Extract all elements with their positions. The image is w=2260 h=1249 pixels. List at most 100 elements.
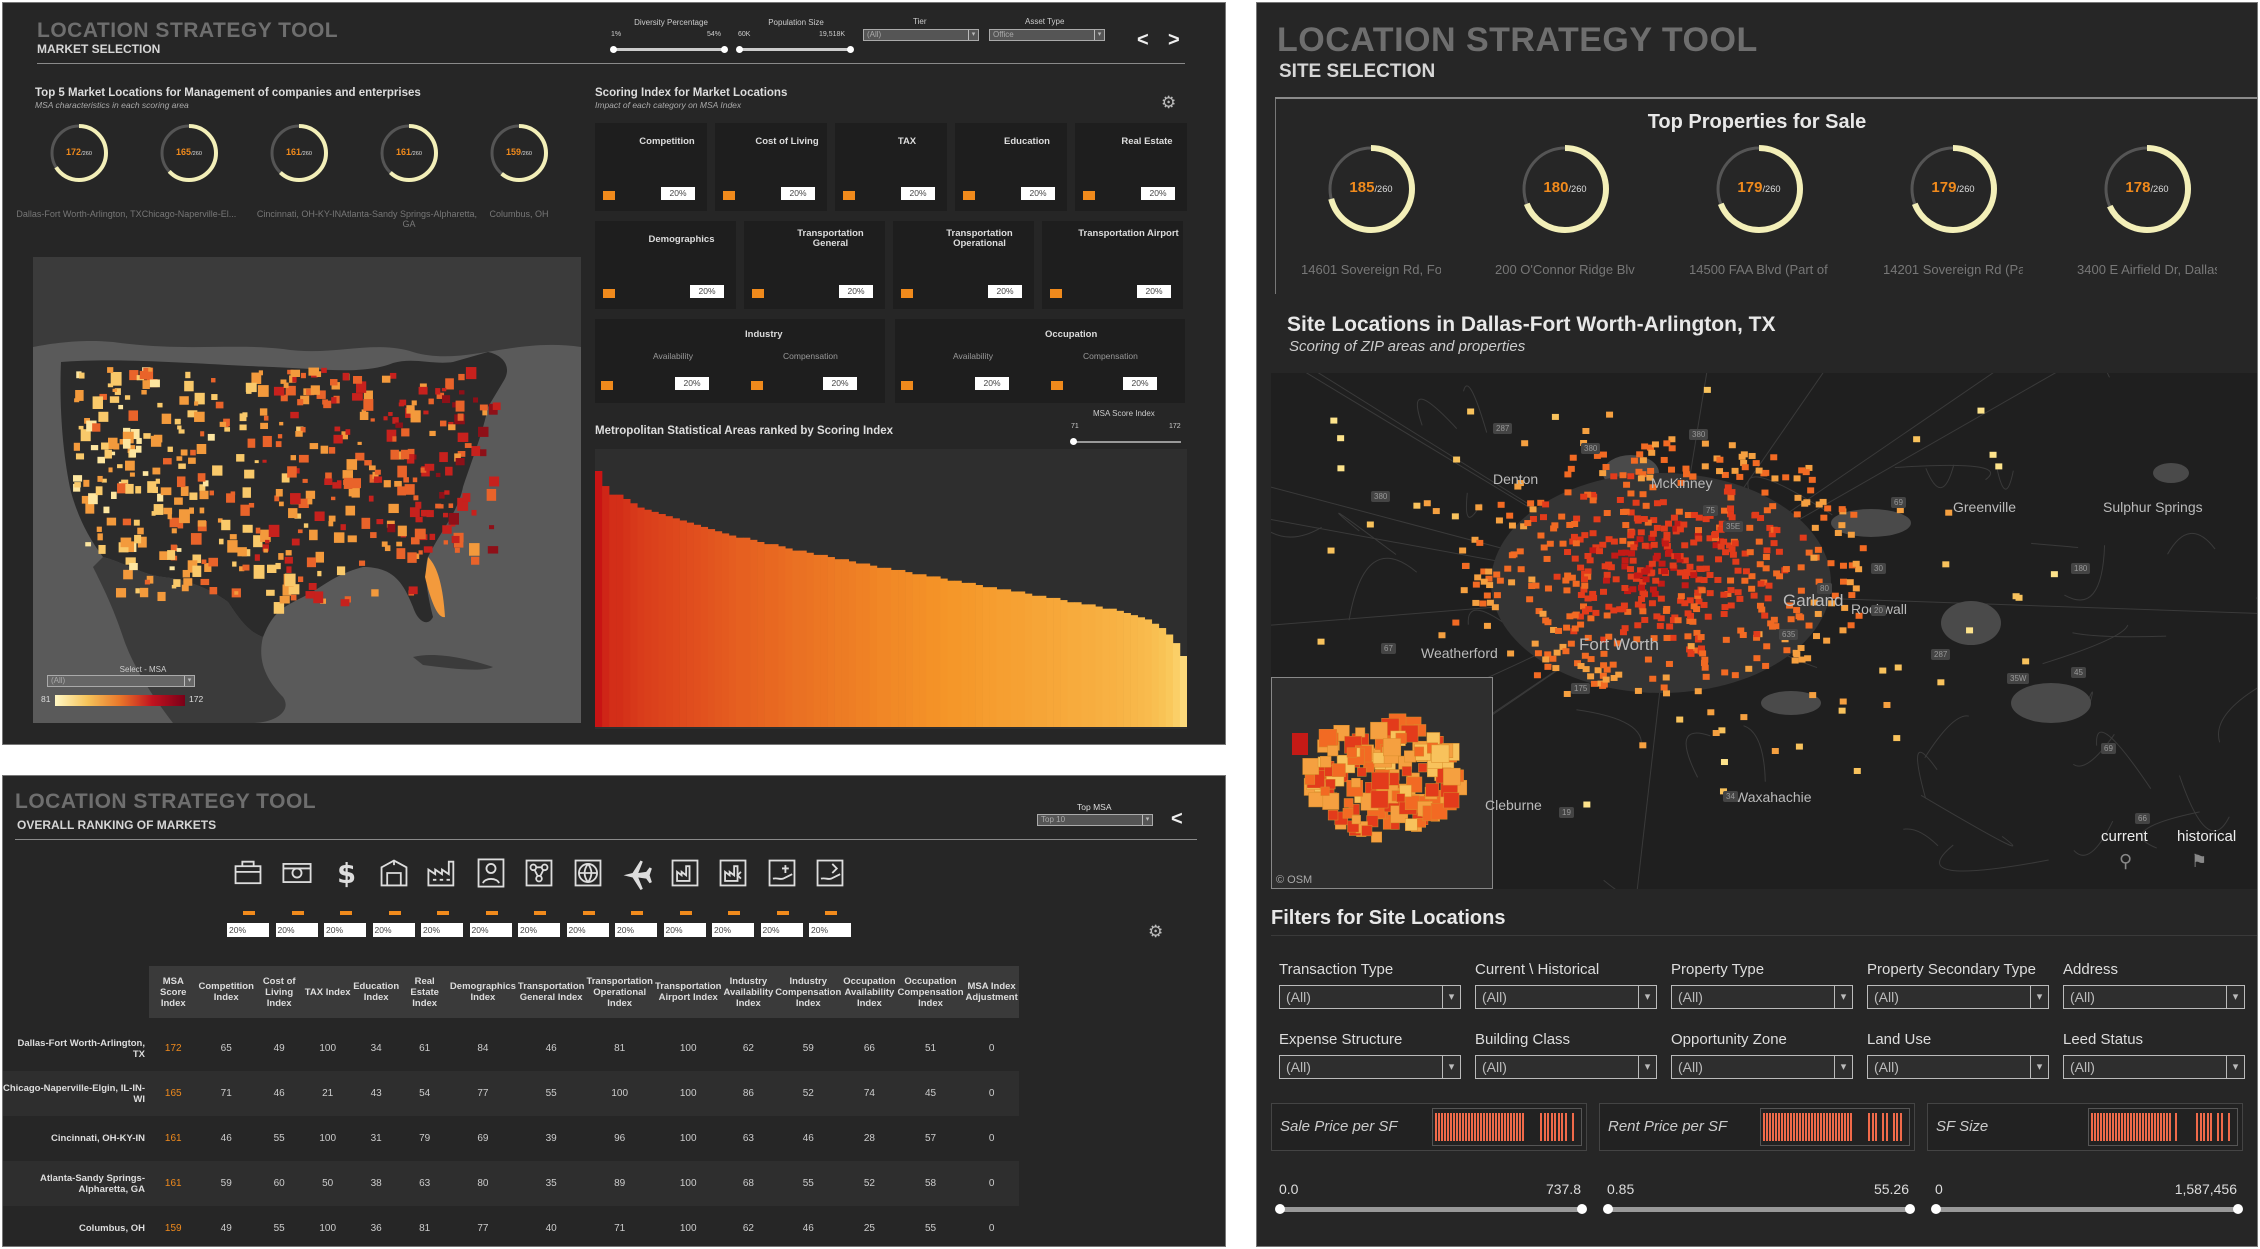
property-marker[interactable] <box>1768 531 1776 538</box>
msa-area[interactable] <box>340 524 346 531</box>
msa-area[interactable] <box>109 396 120 403</box>
property-marker[interactable] <box>1580 493 1588 500</box>
occupation-card[interactable]: Occupation Availability Compensation 20% 20% <box>895 319 1185 403</box>
property-marker[interactable] <box>1793 607 1801 614</box>
property-marker[interactable] <box>1572 580 1580 587</box>
property-marker[interactable] <box>1690 572 1698 579</box>
msa-area[interactable] <box>104 449 112 459</box>
property-marker[interactable] <box>1600 650 1608 657</box>
property-marker[interactable] <box>1649 675 1657 682</box>
bar[interactable] <box>862 563 871 727</box>
property-marker[interactable] <box>1587 673 1595 680</box>
property-marker[interactable] <box>1535 608 1543 615</box>
property-marker[interactable] <box>1639 471 1647 478</box>
ring-label[interactable]: Atlanta-Sandy Springs-Alpharetta, GA <box>340 209 478 229</box>
property-marker[interactable] <box>1694 527 1702 534</box>
category-card[interactable]: Demographics 20% <box>595 221 736 309</box>
property-marker[interactable] <box>1650 635 1658 642</box>
msa-area[interactable] <box>331 382 340 390</box>
property-marker[interactable] <box>1495 517 1503 524</box>
msa-area[interactable] <box>218 538 224 545</box>
slider-handle[interactable] <box>610 46 617 53</box>
property-marker[interactable] <box>1620 602 1628 609</box>
msa-area[interactable] <box>423 410 429 415</box>
bar[interactable] <box>665 516 673 727</box>
msa-area[interactable] <box>448 512 459 525</box>
msa-area[interactable] <box>81 495 92 504</box>
property-marker[interactable] <box>1638 603 1646 610</box>
property-marker[interactable] <box>1651 441 1659 448</box>
property-marker[interactable] <box>1846 579 1854 586</box>
property-marker[interactable] <box>1599 672 1607 679</box>
property-marker[interactable] <box>1758 606 1766 613</box>
bar[interactable] <box>989 587 998 727</box>
property-marker[interactable] <box>1629 557 1637 564</box>
property-marker[interactable] <box>1569 454 1577 461</box>
property-marker[interactable] <box>1615 671 1623 678</box>
msa-area[interactable] <box>300 395 310 405</box>
property-marker[interactable] <box>1782 566 1790 573</box>
msa-area[interactable] <box>277 434 283 439</box>
msa-area[interactable] <box>176 456 183 461</box>
property-marker[interactable] <box>1619 472 1627 479</box>
msa-area[interactable] <box>181 584 189 592</box>
property-marker[interactable] <box>1600 636 1608 643</box>
property-marker[interactable] <box>1549 655 1557 662</box>
msa-area[interactable] <box>268 524 280 538</box>
property-marker[interactable] <box>1491 604 1499 611</box>
msa-area[interactable] <box>381 541 388 547</box>
weight-input[interactable]: 20% <box>823 377 857 390</box>
column-header[interactable]: Industry Compensation Index <box>774 966 843 1018</box>
bar[interactable] <box>609 494 617 727</box>
property-marker[interactable] <box>1653 613 1661 620</box>
msa-area[interactable] <box>315 551 325 563</box>
property-marker[interactable] <box>1638 596 1646 603</box>
property-marker[interactable] <box>1539 610 1547 617</box>
property-marker[interactable] <box>1577 621 1585 628</box>
property-marker[interactable] <box>1720 611 1728 618</box>
filter-select[interactable]: (All) ▾ <box>1475 985 1657 1009</box>
msa-area[interactable] <box>361 517 371 529</box>
property-marker[interactable] <box>1674 520 1682 527</box>
msa-area[interactable] <box>333 532 345 543</box>
property-marker[interactable] <box>1634 601 1642 608</box>
msa-area[interactable] <box>392 417 399 424</box>
property-marker[interactable] <box>1633 636 1641 643</box>
msa-area[interactable] <box>280 394 288 402</box>
msa-area[interactable] <box>278 501 284 507</box>
property-marker[interactable] <box>1724 484 1732 491</box>
property-marker[interactable] <box>1527 500 1535 507</box>
msa-area[interactable] <box>98 411 109 422</box>
property-marker[interactable] <box>1989 451 1997 458</box>
property-marker[interactable] <box>1650 517 1658 524</box>
property-marker[interactable] <box>1773 527 1781 534</box>
bar[interactable] <box>919 574 927 727</box>
msa-area[interactable] <box>92 396 103 409</box>
property-marker[interactable] <box>1736 595 1744 602</box>
property-marker[interactable] <box>1676 569 1684 576</box>
msa-area[interactable] <box>368 465 376 471</box>
property-marker[interactable] <box>1621 625 1629 632</box>
msa-area[interactable] <box>125 460 135 471</box>
property-marker[interactable] <box>1621 557 1629 564</box>
msa-area[interactable] <box>306 557 317 568</box>
property-marker[interactable] <box>1693 629 1701 636</box>
msa-area[interactable] <box>273 386 285 396</box>
msa-area[interactable] <box>137 536 147 548</box>
msa-area[interactable] <box>265 539 270 544</box>
msa-area[interactable] <box>390 449 399 460</box>
msa-area[interactable] <box>211 378 216 383</box>
msa-area[interactable] <box>99 393 107 400</box>
msa-area[interactable] <box>200 431 205 437</box>
ring-label[interactable]: Cincinnati, OH-KY-IN <box>256 209 342 219</box>
property-marker[interactable] <box>1718 520 1726 527</box>
property-marker[interactable] <box>1584 568 1592 575</box>
property-marker[interactable] <box>1564 489 1572 496</box>
property-marker[interactable] <box>1550 525 1558 532</box>
property-marker[interactable] <box>1839 562 1847 569</box>
property-marker[interactable] <box>1894 664 1902 671</box>
category-card[interactable]: TAX 20% <box>835 123 947 211</box>
property-marker[interactable] <box>1649 484 1657 491</box>
property-marker[interactable] <box>1727 577 1735 584</box>
bar[interactable] <box>778 546 786 727</box>
